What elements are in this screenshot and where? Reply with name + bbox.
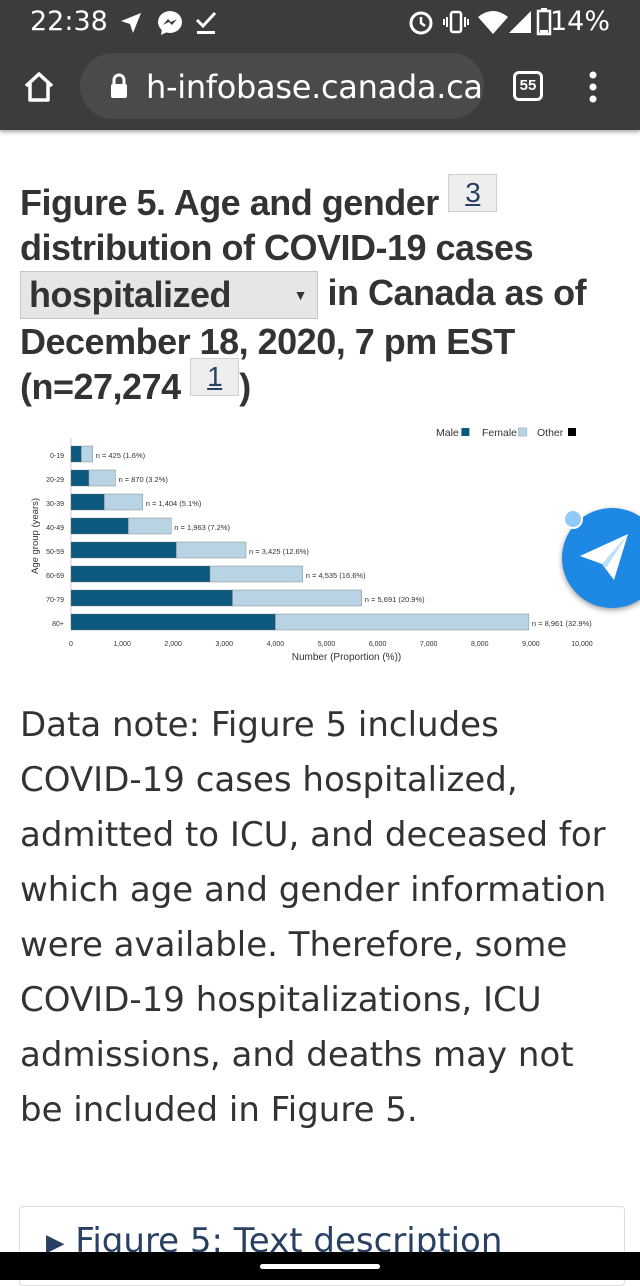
bar-segment-female bbox=[209, 565, 303, 583]
figure-title: Figure 5. Age and gender 3 distribution … bbox=[20, 174, 620, 409]
wifi-icon bbox=[478, 11, 508, 34]
battery-percentage: 14% bbox=[549, 6, 610, 37]
system-nav-bar bbox=[0, 1252, 640, 1280]
y-tick-label: 30-39 bbox=[46, 501, 64, 508]
title-text: December 18, 2020, 7 pm EST bbox=[20, 321, 515, 363]
lock-icon bbox=[111, 73, 127, 98]
x-tick-label: 4,000 bbox=[267, 641, 285, 648]
bar-segment-female bbox=[128, 517, 172, 535]
bar-segment-female bbox=[88, 469, 116, 487]
download-done-icon bbox=[195, 11, 217, 34]
bar-segment-female bbox=[81, 445, 93, 463]
title-text: (n=27,274 bbox=[20, 366, 181, 408]
legend-swatch bbox=[461, 428, 470, 436]
x-tick-label: 9,000 bbox=[522, 641, 540, 648]
x-tick-label: 0 bbox=[69, 641, 73, 648]
home-gesture-handle[interactable] bbox=[260, 1264, 380, 1269]
bar-segment-male bbox=[70, 565, 211, 583]
y-axis-title: Age group (years) bbox=[30, 498, 41, 574]
bar-segment-female bbox=[104, 493, 143, 511]
fab-indicator-dot bbox=[563, 509, 583, 529]
address-bar[interactable]: h-infobase.canada.ca bbox=[80, 53, 484, 119]
x-tick-label: 7,000 bbox=[420, 641, 438, 648]
bar-segment-male bbox=[70, 493, 105, 511]
bar-segment-male bbox=[70, 541, 177, 559]
bar-segment-female bbox=[176, 541, 247, 559]
x-tick-label: 5,000 bbox=[318, 641, 336, 648]
legend-label: Other bbox=[537, 427, 564, 439]
overflow-menu-icon[interactable] bbox=[586, 70, 600, 104]
status-bar: 22:38 14% bbox=[0, 0, 640, 44]
legend-label: Male bbox=[436, 427, 459, 439]
x-tick-label: 6,000 bbox=[369, 641, 387, 648]
navigation-arrow-icon bbox=[121, 13, 141, 33]
case-type-select[interactable]: hospitalized ▼ bbox=[20, 271, 318, 320]
x-tick-label: 2,000 bbox=[164, 641, 182, 648]
title-text: Figure 5. Age and gender bbox=[20, 182, 439, 223]
x-axis-title: Number (Proportion (%)) bbox=[292, 652, 401, 663]
bar-segment-male bbox=[70, 517, 129, 535]
floating-action-button[interactable] bbox=[562, 508, 640, 608]
alarm-icon bbox=[409, 11, 433, 35]
select-value: hospitalized bbox=[29, 274, 232, 316]
age-gender-bar-chart: Male Female Other 0-19 n = 425 (1.6%) 20-29 n … bbox=[30, 427, 593, 663]
expand-triangle-icon: ▶ bbox=[46, 1228, 65, 1257]
signal-icon bbox=[509, 11, 531, 33]
x-tick-label: 1,000 bbox=[113, 641, 131, 648]
y-tick-label: 80+ bbox=[52, 621, 64, 628]
y-tick-label: 40-49 bbox=[46, 525, 64, 532]
title-text: distribution of COVID-19 cases bbox=[20, 227, 534, 268]
vibrate-icon bbox=[443, 10, 469, 34]
paper-plane-icon bbox=[580, 534, 628, 580]
data-label: n = 8,961 (32.9%) bbox=[532, 619, 592, 628]
dropdown-arrow-icon: ▼ bbox=[293, 287, 308, 304]
status-time: 22:38 bbox=[30, 6, 108, 37]
title-text: in Canada as of bbox=[327, 272, 587, 313]
bar-segment-male bbox=[70, 469, 90, 487]
url-text: h-infobase.canada.ca bbox=[146, 68, 483, 106]
data-label: n = 425 (1.6%) bbox=[96, 451, 146, 460]
bar-segment-female bbox=[232, 589, 363, 607]
legend-swatch bbox=[568, 428, 576, 436]
data-label: n = 3,425 (12.6%) bbox=[249, 547, 309, 556]
browser-toolbar: h-infobase.canada.ca 55 bbox=[0, 44, 640, 130]
bar-segment-female bbox=[275, 613, 530, 631]
home-icon[interactable] bbox=[22, 70, 56, 104]
data-label: n = 1,404 (5.1%) bbox=[146, 499, 202, 508]
data-label: n = 1,963 (7.2%) bbox=[174, 523, 230, 532]
title-text: ) bbox=[239, 366, 251, 408]
y-tick-label: 50-59 bbox=[46, 549, 64, 556]
legend-swatch bbox=[518, 427, 528, 437]
bar-segment-male bbox=[70, 613, 276, 631]
data-label: n = 5,691 (20.9%) bbox=[365, 595, 425, 604]
legend-label: Female bbox=[482, 427, 517, 439]
battery-icon bbox=[536, 8, 552, 36]
y-tick-label: 20-29 bbox=[46, 477, 64, 484]
y-tick-label: 0-19 bbox=[50, 453, 64, 460]
footnote-link-1[interactable]: 1 bbox=[190, 358, 240, 397]
bar-segment-male bbox=[70, 589, 233, 607]
x-tick-label: 3,000 bbox=[216, 641, 234, 648]
y-tick-label: 60-69 bbox=[46, 573, 64, 580]
messenger-icon bbox=[158, 11, 182, 35]
footnote-link-3[interactable]: 3 bbox=[448, 174, 498, 212]
bar-segment-male bbox=[70, 445, 82, 463]
x-tick-label: 8,000 bbox=[471, 641, 489, 648]
tabs-icon[interactable]: 55 bbox=[513, 71, 543, 101]
data-label: n = 4,535 (16.6%) bbox=[306, 571, 366, 580]
data-label: n = 870 (3.2%) bbox=[118, 475, 168, 484]
x-tick-label: 10,000 bbox=[571, 641, 593, 648]
y-tick-label: 70-79 bbox=[46, 597, 64, 604]
data-note: Data note: Figure 5 includes COVID-19 ca… bbox=[20, 705, 607, 1130]
